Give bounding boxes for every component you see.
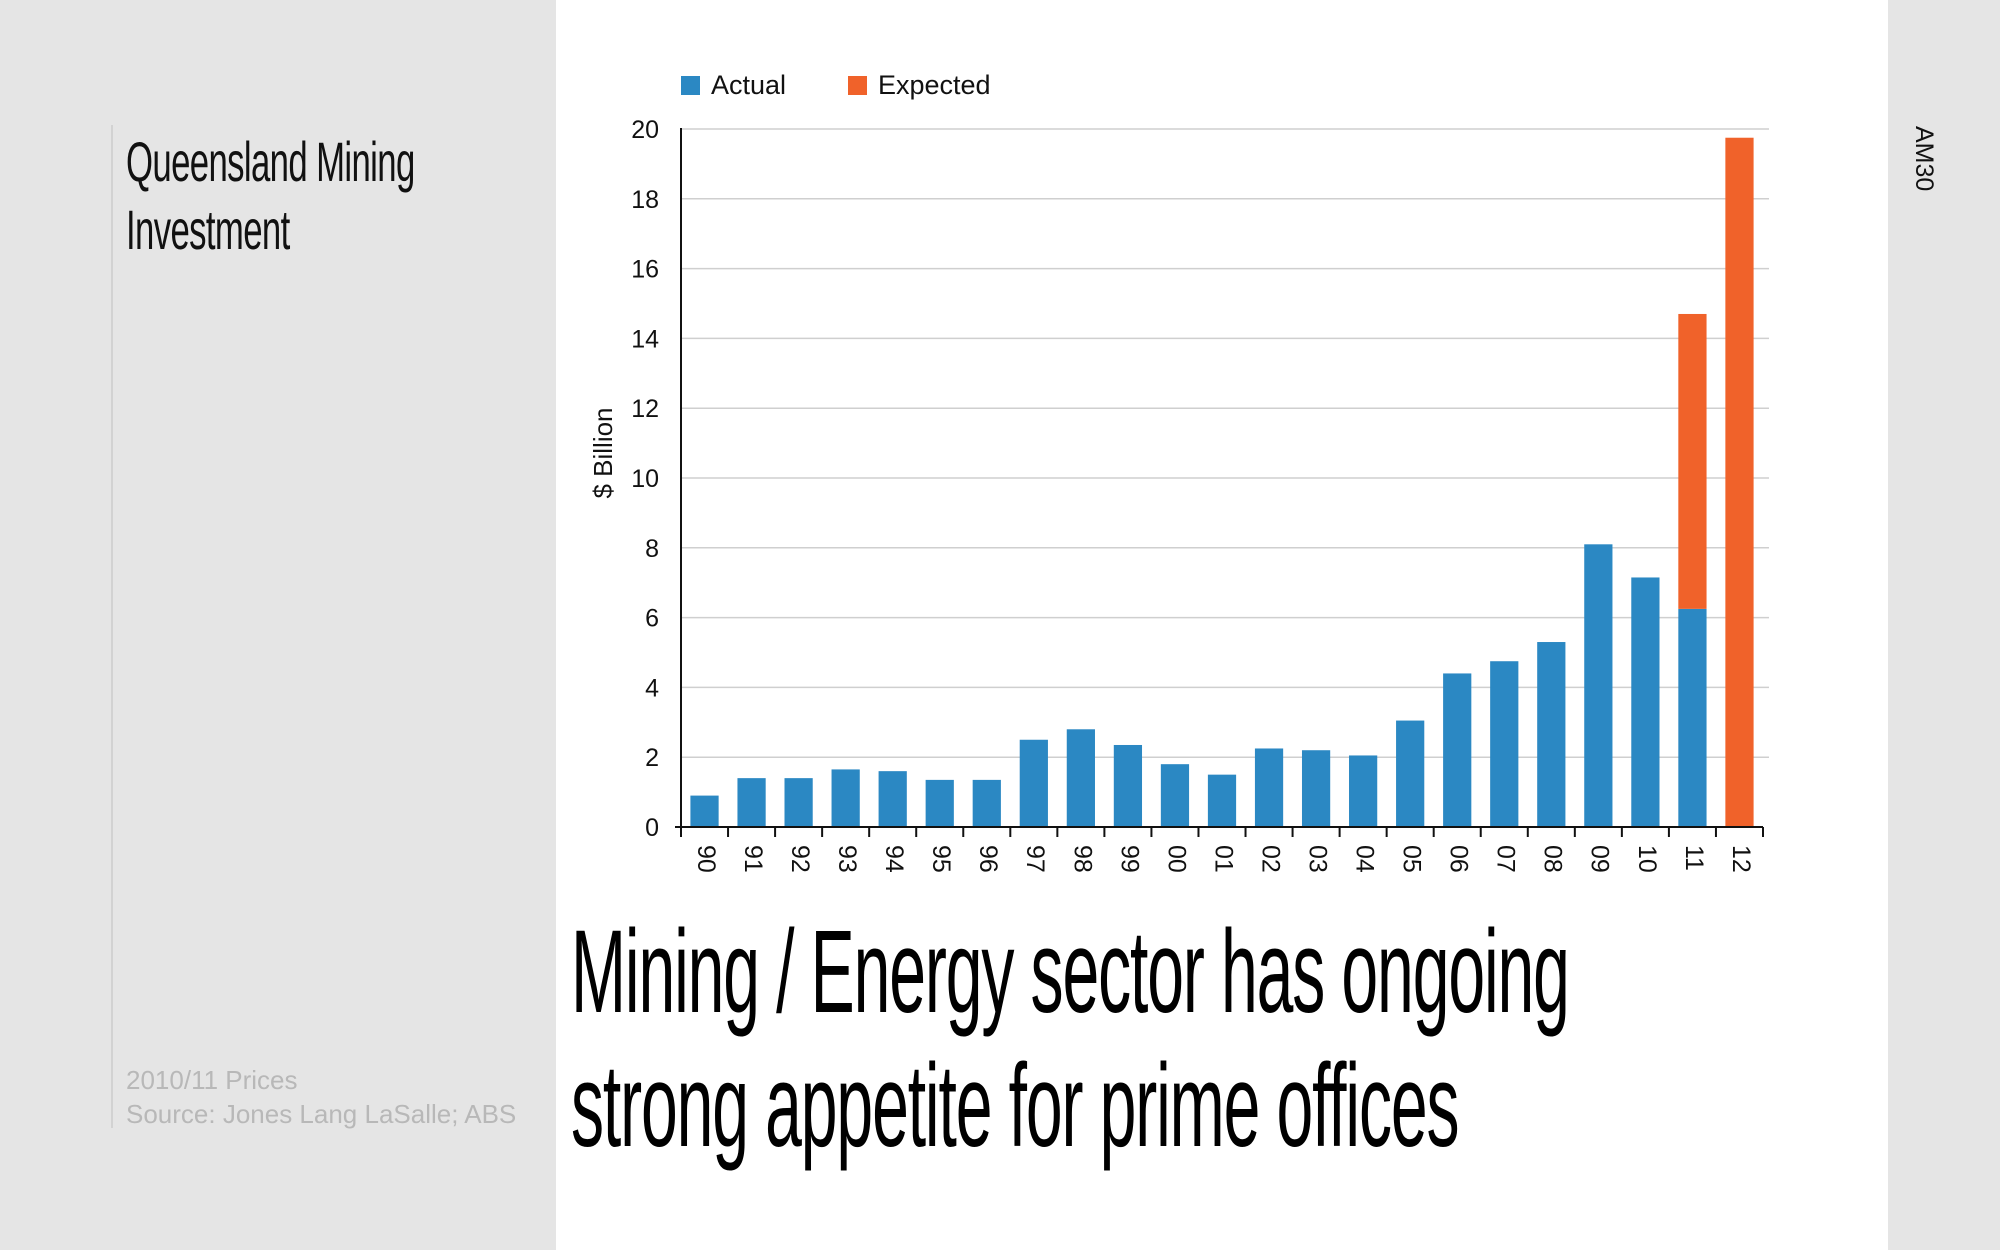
x-tick-label: 12 [1727, 845, 1755, 873]
y-tick-label: 6 [645, 605, 659, 633]
x-tick-label: 09 [1586, 845, 1614, 873]
x-tick-label: 01 [1209, 845, 1237, 873]
y-tick-label: 20 [631, 116, 659, 144]
y-tick-label: 0 [645, 814, 659, 842]
x-tick-label: 96 [974, 845, 1002, 873]
bar-actual-04 [1349, 755, 1378, 827]
bar-actual-99 [1113, 744, 1143, 827]
legend-swatch-actual [681, 76, 700, 95]
bar-actual-93 [831, 769, 860, 827]
bar-actual-11 [1678, 608, 1707, 827]
headline-line-1: Mining / Energy sector has ongoing [571, 906, 1570, 1038]
x-tick-label: 07 [1492, 845, 1520, 873]
bar-actual-96 [972, 779, 1001, 827]
side-title: Queensland Mining Investment [126, 128, 415, 264]
y-tick-label: 4 [645, 674, 659, 702]
headline-line-2: strong appetite for prime offices [571, 1040, 1460, 1172]
x-tick-label: 93 [833, 845, 861, 873]
source-note: Source: Jones Lang LaSalle; ABS [126, 1099, 517, 1129]
right-panel [1888, 0, 2000, 1250]
side-title-line-1: Queensland Mining [126, 130, 415, 193]
legend-label-actual: Actual [711, 70, 786, 100]
y-tick-label: 12 [631, 395, 659, 423]
x-tick-label: 94 [880, 845, 908, 873]
x-tick-label: 92 [786, 845, 814, 873]
bar-actual-98 [1066, 729, 1095, 827]
left-divider [111, 125, 113, 1128]
x-tick-label: 90 [692, 845, 720, 873]
bar-actual-90 [690, 795, 719, 827]
x-tick-label: 08 [1539, 845, 1567, 873]
bar-actual-02 [1254, 748, 1284, 827]
x-tick-label: 05 [1398, 845, 1426, 873]
bar-actual-97 [1019, 739, 1048, 827]
x-tick-label: 04 [1351, 845, 1379, 873]
side-title-line-2: Investment [126, 198, 290, 261]
bar-actual-09 [1584, 544, 1613, 827]
x-tick-label: 98 [1068, 845, 1096, 873]
y-tick-label: 8 [645, 535, 659, 563]
slide-code: AM30 [1910, 126, 1938, 192]
x-tick-label: 06 [1445, 845, 1473, 873]
headline: Mining / Energy sector has ongoing stron… [571, 905, 1570, 1173]
y-tick-label: 10 [631, 465, 659, 493]
y-tick-label: 18 [631, 186, 659, 214]
bar-actual-06 [1443, 673, 1472, 827]
y-tick-label: 16 [631, 256, 659, 284]
bar-actual-10 [1631, 577, 1660, 827]
bar-actual-01 [1207, 774, 1237, 827]
bar-actual-92 [784, 778, 813, 827]
x-tick-label: 10 [1633, 845, 1661, 873]
x-tick-label: 03 [1303, 845, 1331, 873]
bar-expected-11 [1678, 313, 1707, 609]
legend-swatch-expected [848, 76, 867, 95]
y-axis-label: $ Billion [588, 407, 618, 498]
bar-actual-00 [1160, 764, 1190, 827]
bar-actual-07 [1490, 661, 1519, 827]
x-tick-label: 99 [1115, 845, 1143, 873]
y-tick-label: 2 [645, 744, 659, 772]
x-tick-label: 95 [927, 845, 955, 873]
bar-actual-95 [925, 779, 954, 827]
y-tick-label: 14 [631, 325, 659, 353]
x-tick-label: 02 [1256, 845, 1284, 873]
left-panel [0, 0, 556, 1250]
x-tick-label: 97 [1021, 845, 1049, 873]
bar-actual-03 [1301, 750, 1331, 827]
bar-actual-05 [1396, 720, 1425, 827]
main-panel [556, 0, 1888, 1250]
price-note: 2010/11 Prices [126, 1065, 298, 1095]
bar-expected-12 [1725, 137, 1754, 828]
x-tick-label: 91 [739, 845, 767, 873]
bar-actual-91 [737, 778, 766, 827]
legend-label-expected: Expected [878, 70, 991, 100]
bar-actual-08 [1537, 642, 1566, 827]
bar-actual-94 [878, 771, 907, 827]
x-tick-label: 11 [1680, 845, 1708, 871]
x-tick-label: 00 [1162, 845, 1190, 873]
